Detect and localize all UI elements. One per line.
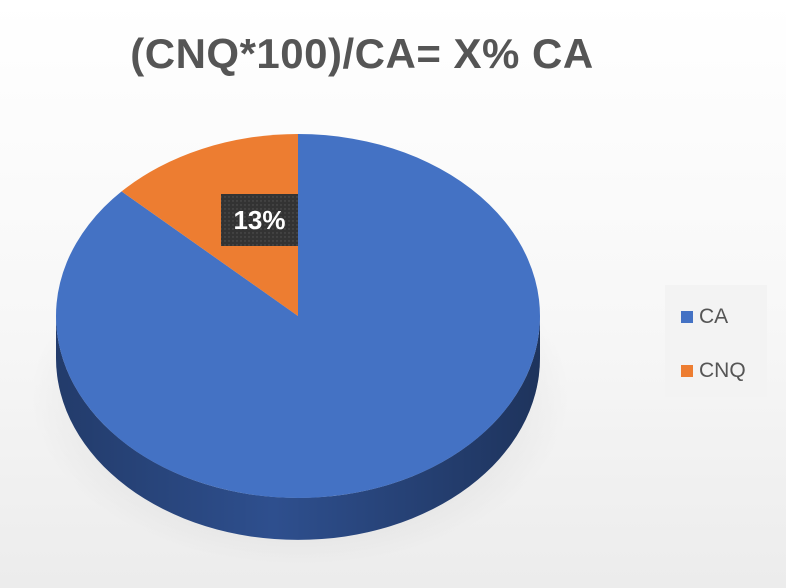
legend-item-cnq: CNQ xyxy=(681,359,746,383)
data-label-cnq-box xyxy=(221,194,298,246)
data-label-cnq: 13% xyxy=(233,205,285,235)
legend-swatch-cnq xyxy=(681,365,693,377)
legend-label-ca: CA xyxy=(699,305,729,328)
pie-slice-cnq xyxy=(121,134,298,316)
legend-label-cnq: CNQ xyxy=(699,359,746,382)
chart-title: (CNQ*100)/CA= X% CA xyxy=(130,30,594,77)
legend: CA CNQ xyxy=(665,285,767,397)
pie-slice-ca-side-shade xyxy=(56,316,540,540)
legend-item-ca: CA xyxy=(681,305,728,329)
legend-swatch-ca xyxy=(681,311,693,323)
